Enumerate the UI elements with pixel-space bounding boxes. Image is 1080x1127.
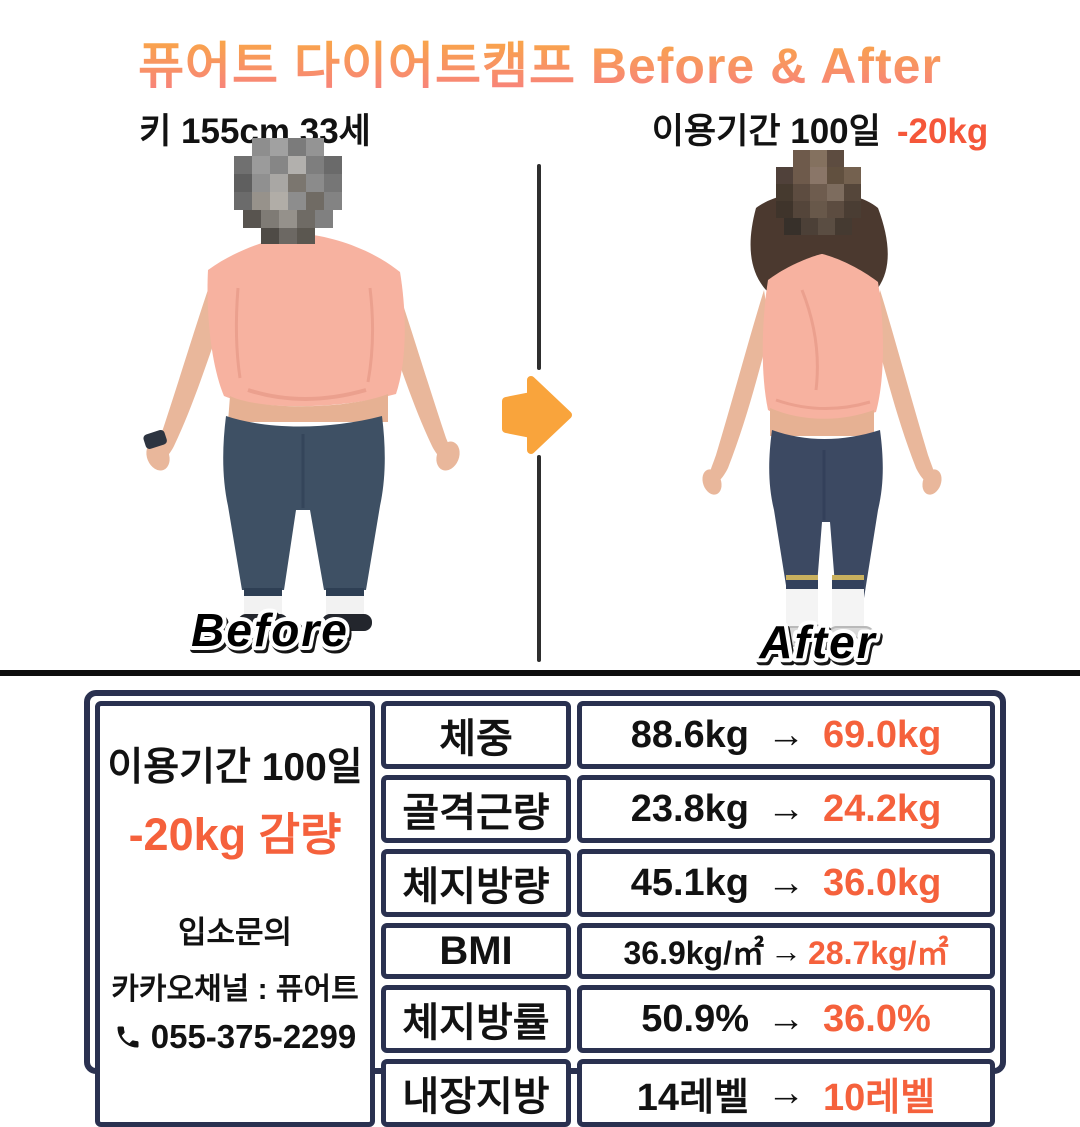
before-shoes	[238, 614, 372, 631]
value-before: 23.8kg	[630, 787, 749, 830]
value-before: 50.9%	[641, 997, 749, 1040]
row-label-skeletal-muscle: 골격근량	[381, 775, 571, 843]
phone-icon	[117, 1026, 139, 1048]
phone-number: 055-375-2299	[150, 1018, 357, 1055]
arrow-glyph: →	[767, 1071, 805, 1114]
before-label: Before	[187, 600, 351, 660]
stats-table: 이용기간 100일 -20kg 감량 입소문의 카카오채널 : 퓨어트 055-…	[84, 690, 1006, 1127]
after-shoes	[777, 626, 875, 647]
after-label-text: After	[758, 616, 876, 668]
after-leggings	[769, 430, 883, 598]
info-box: 이용기간 100일 -20kg 감량 입소문의 카카오채널 : 퓨어트 055-…	[95, 701, 375, 1127]
after-waist	[770, 408, 874, 436]
page-title: 퓨어트 다이어트캠프 Before & After	[0, 26, 1080, 98]
bottom-divider	[0, 670, 1080, 676]
arrow-glyph: →	[770, 932, 802, 969]
after-subtitle: 이용기간 100일 -20kg	[600, 103, 1040, 154]
before-photo	[143, 138, 460, 631]
row-label-body-fat-percent: 체지방률	[381, 985, 571, 1053]
row-label-weight: 체중	[381, 701, 571, 769]
value-after: 36.0%	[823, 997, 931, 1040]
arrow-glyph: →	[767, 787, 805, 830]
arrow-glyph: →	[767, 861, 805, 904]
after-socks	[786, 575, 864, 629]
value-before: 88.6kg	[630, 713, 749, 756]
row-label-bmi: BMI	[381, 923, 571, 979]
before-waist	[228, 394, 388, 422]
before-top	[207, 234, 405, 407]
arrow-glyph: →	[767, 997, 805, 1040]
center-divider-top	[537, 164, 541, 370]
after-subtitle-loss: -20kg	[896, 112, 989, 151]
after-arms	[702, 290, 942, 495]
before-leggings	[223, 416, 385, 590]
pixelated-face	[776, 150, 861, 235]
value-before: 36.9kg/㎡	[623, 935, 764, 971]
before-socks	[244, 588, 364, 616]
row-value-skeletal-muscle: 23.8kg → 24.2kg	[577, 775, 995, 843]
value-after: 28.7kg/㎡	[808, 935, 949, 971]
pixelated-face	[234, 138, 342, 244]
value-after: 36.0kg	[823, 861, 942, 904]
value-after: 24.2kg	[823, 787, 942, 830]
after-top	[762, 254, 883, 422]
after-subtitle-period: 이용기간 100일	[651, 112, 881, 151]
row-value-body-fat-percent: 50.9% → 36.0%	[577, 985, 995, 1053]
watch-icon	[143, 429, 167, 449]
info-loss: -20kg 감량	[128, 809, 342, 860]
row-value-bmi: 36.9kg/㎡ → 28.7kg/㎡	[577, 923, 995, 979]
center-divider-bottom	[537, 455, 541, 662]
arrow-glyph: →	[767, 713, 805, 756]
after-photo	[702, 150, 942, 647]
info-phone-row: 055-375-2299	[114, 1018, 357, 1056]
value-after: 10레벨	[823, 1076, 936, 1119]
row-value-visceral-fat: 14레벨 → 10레벨	[577, 1059, 995, 1127]
transition-arrow-icon	[502, 376, 572, 454]
info-kakao-channel: 카카오채널 : 퓨어트	[111, 973, 359, 1006]
row-value-body-fat-mass: 45.1kg → 36.0kg	[577, 849, 995, 917]
after-label: After	[754, 612, 878, 672]
before-label-text: Before	[191, 604, 349, 656]
value-before: 14레벨	[636, 1076, 749, 1119]
poster: 퓨어트 다이어트캠프 Before & After 키 155cm 33세 이용…	[0, 26, 1080, 1127]
row-value-weight: 88.6kg → 69.0kg	[577, 701, 995, 769]
info-period: 이용기간 100일	[107, 746, 363, 789]
value-after: 69.0kg	[823, 713, 942, 756]
value-before: 45.1kg	[630, 861, 749, 904]
row-label-visceral-fat: 내장지방	[381, 1059, 571, 1127]
info-inquiry: 입소문의	[177, 915, 293, 950]
row-label-body-fat-mass: 체지방량	[381, 849, 571, 917]
